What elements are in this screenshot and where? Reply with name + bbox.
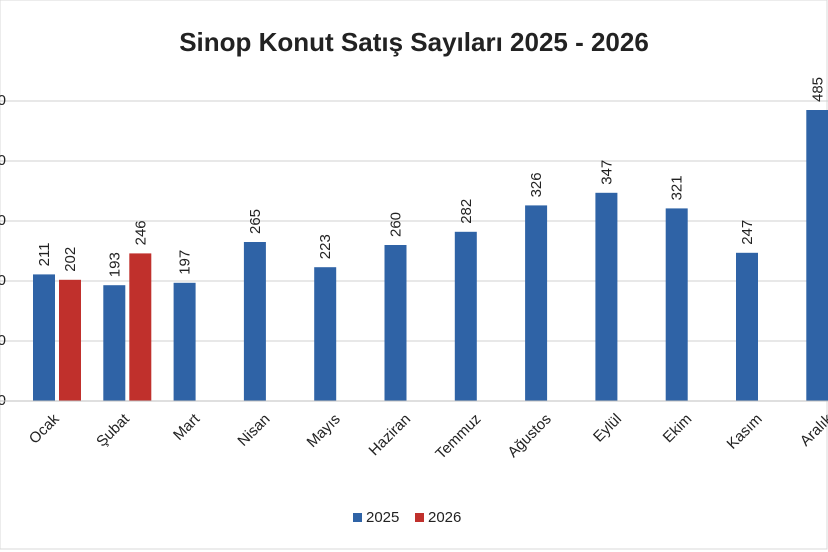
data-label: 197 [177,250,194,275]
y-tick-label: 100 [0,332,6,349]
legend-swatch [415,513,424,522]
data-label: 326 [528,172,545,197]
y-tick-label: 300 [0,212,6,229]
data-label: 485 [809,77,826,102]
data-label: 246 [132,220,149,245]
legend-label: 2025 [366,509,399,526]
data-label: 321 [669,175,686,200]
data-label: 265 [247,209,264,234]
bar [59,279,81,401]
bar [806,110,828,401]
bar [665,208,688,401]
data-label: 202 [62,247,79,272]
bar [384,245,407,401]
bar [103,285,126,401]
bar [736,252,758,401]
legend-label: 2026 [428,509,461,526]
chart-title: Sinop Konut Satış Sayıları 2025 - 2026 [179,27,649,57]
bar [129,253,152,401]
y-tick-label: 500 [0,92,6,109]
bar [454,231,477,401]
bar [525,205,548,401]
data-label: 282 [458,199,475,224]
bar [173,282,196,401]
data-label: 347 [598,160,615,185]
data-label: 260 [387,212,404,237]
bar [33,274,55,401]
y-tick-label: 400 [0,152,6,169]
legend-swatch [353,513,362,522]
data-label: 223 [317,234,334,259]
bar [595,192,618,401]
data-label: 247 [739,220,756,245]
bar [314,267,337,401]
bar [243,242,266,401]
data-label: 211 [36,242,53,266]
data-label: 193 [106,252,123,277]
y-tick-label: 200 [0,272,6,289]
y-tick-label: 0 [0,392,6,409]
